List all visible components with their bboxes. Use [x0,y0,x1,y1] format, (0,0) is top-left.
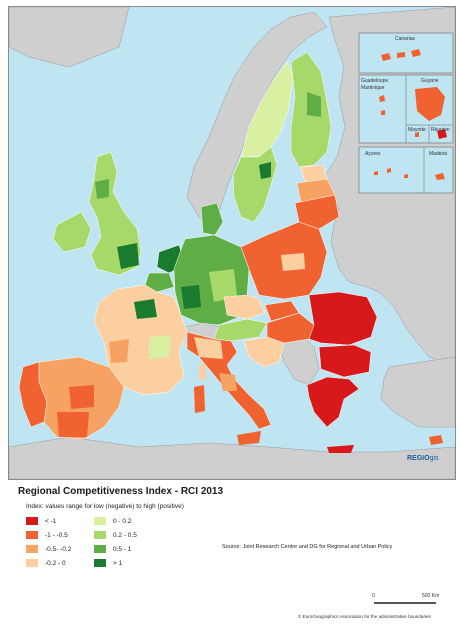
region-france [93,284,188,396]
legend-column-positive: 0 - 0.2 0.2 - 0.5 0.5 - 1 > 1 [94,514,137,570]
legend-swatch [26,559,38,567]
legend-item: -1 - -0.5 [26,528,71,542]
region-romania [308,291,378,346]
inset-label-canarias: Canarias [395,36,416,42]
inset-label-mayotte: Mayotte [408,127,426,133]
legend-column-negative: < -1 -1 - -0.5 -0.5- -0.2 -0.2 - 0 [26,514,71,570]
region-sardinia [194,385,205,413]
legend-swatch [26,517,38,525]
region-ireland [52,211,92,253]
legend-swatch [94,559,106,567]
scale-zero-label: 0 [372,593,375,599]
region-denmark [200,202,224,236]
legend-item: < -1 [26,514,71,528]
region-cyprus [429,435,443,445]
inset-label-acores: Açores [365,151,381,157]
scale-line [374,602,436,604]
legend-swatch [94,517,106,525]
legend-item: -0.5- -0.2 [26,542,71,556]
region-france-west [109,339,129,363]
legend-item: 0.2 - 0.5 [94,528,137,542]
legend-label: -1 - -0.5 [45,531,68,539]
scale-bar: 0 500 Km [370,593,442,609]
region-corsica [199,363,206,380]
map-title: Regional Competitiveness Index - RCI 201… [18,486,224,497]
region-london [117,243,139,269]
region-germany-west [181,285,201,309]
region-rhone-alpes [149,335,171,359]
legend-swatch [94,531,106,539]
europe-map[interactable]: Canarias Guadeloupe Martinique Guyane Ma… [9,7,455,479]
inset-panels [358,32,454,194]
region-czech [223,294,266,320]
region-germany-east [209,269,237,302]
legend-label: > 1 [113,559,123,567]
region-scotland [95,179,109,199]
region-sicily [237,431,261,445]
legend-label: < -1 [45,517,57,525]
map-frame[interactable]: Canarias Guadeloupe Martinique Guyane Ma… [8,6,456,480]
region-greece [306,376,360,428]
legend-swatch [94,545,106,553]
region-guyane [415,87,445,121]
copyright-note: © EuroGeographics Association for the ad… [298,614,431,619]
scale-max-label: 500 Km [422,593,440,599]
inset-label-martinique: Martinique [361,85,385,91]
legend-item: > 1 [94,556,137,570]
legend-label: 0.5 - 1 [113,545,132,553]
region-andalucia [57,412,89,437]
region-finland-south [307,92,321,117]
region-portugal [18,361,48,428]
legend-subtitle: Index: values range for low (negative) t… [26,503,184,510]
legend-label: 0.2 - 0.5 [113,531,137,539]
region-slovenia-croatia [243,336,285,368]
region-crete [327,445,354,453]
logo-thin-text: gis [429,455,439,462]
legend-item: 0 - 0.2 [94,514,137,528]
source-note: Source: Joint Research Centre and DG for… [222,544,393,550]
region-bulgaria [318,344,372,378]
inset-label-guyane: Guyane [421,78,439,84]
legend-swatch [26,545,38,553]
regiogis-logo: REGIOgis [407,455,439,462]
legend-label: 0 - 0.2 [113,517,132,525]
region-stockholm [259,162,271,179]
legend-label: -0.2 - 0 [45,559,66,567]
region-ile-de-france [134,299,157,319]
legend-label: -0.5- -0.2 [45,545,72,553]
region-mazowieckie [281,253,305,271]
region-spain-centre [69,385,94,409]
legend-swatch [26,531,38,539]
region-lazio [219,373,237,391]
region-belgium [144,272,175,293]
legend-item: 0.5 - 1 [94,542,137,556]
region-italy-north [194,337,223,359]
inset-label-guadeloupe: Guadeloupe [361,78,388,84]
inset-label-reunion: Réunion [431,127,450,133]
legend-panel: Regional Competitiveness Index - RCI 201… [8,480,454,630]
region-lithuania [294,194,340,230]
legend-item: -0.2 - 0 [26,556,71,570]
logo-bold-text: REGIO [407,455,430,462]
inset-label-madeira: Madeira [429,151,447,157]
